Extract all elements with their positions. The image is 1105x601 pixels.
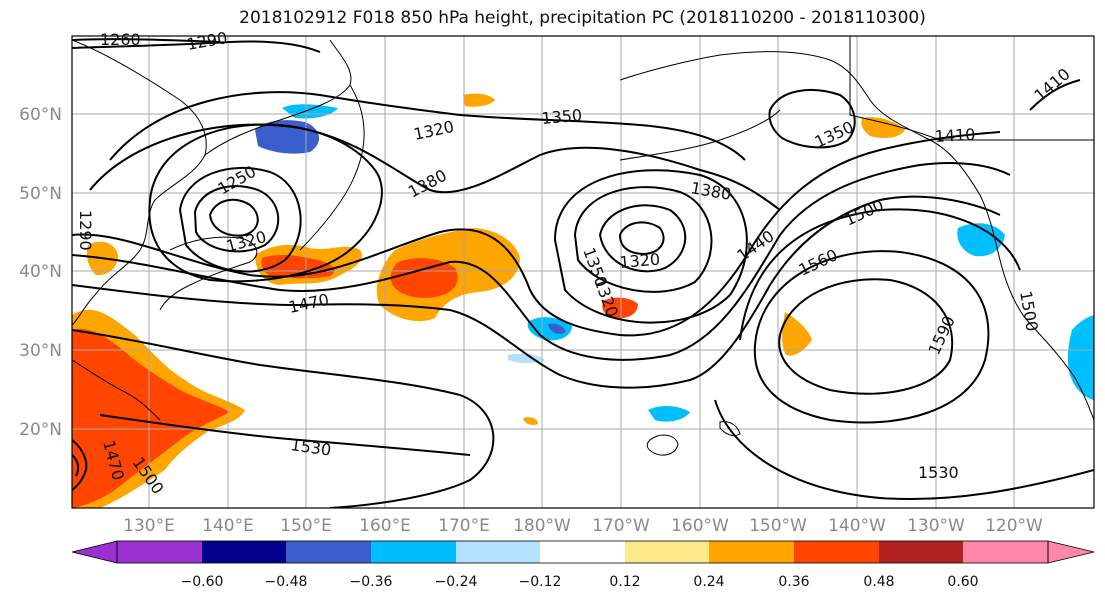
contour-west-edge-tight [72,439,88,491]
contour-low-east-2 [598,204,687,273]
contour-1350-band [109,91,746,161]
lon-label: 140°E [202,516,254,536]
lon-label: 150°E [280,516,332,536]
colorbar-bin [540,541,625,563]
precip-west-pacific-core [72,329,230,508]
precip-neg-mexico [1067,315,1094,400]
colorbar-bin [709,541,794,563]
coast-hawaii [646,434,679,456]
contour-label: 1260 [100,30,141,49]
precip-small-6 [523,417,538,425]
colorbar-tick-label: −0.48 [265,574,308,590]
contour-1320-west [148,123,383,283]
precip-neg-hawaii [648,406,690,422]
colorbar-bin [794,541,879,563]
colorbar-bin [456,541,540,563]
lat-label: 20°N [19,420,62,440]
colorbar-bin [371,541,456,563]
contour-label: 1320 [619,250,661,272]
colorbar-bin [202,541,286,563]
map-background [72,36,1094,508]
contour-1530-east [714,399,1094,501]
coast-east-asia-south [72,359,161,421]
precip-small-2 [782,312,812,356]
contour-1470-band [72,195,1001,389]
precip-small-4 [463,93,495,107]
lat-label: 60°N [19,105,62,125]
contour-label: 1290 [76,210,95,251]
precip-small-5 [861,117,905,138]
colorbar-tick-label: −0.12 [519,574,562,590]
contour-1380-band [89,123,781,211]
lat-label: 30°N [19,341,62,361]
contour-low-west-inner [208,198,259,237]
map-frame [71,35,1095,509]
colorbar-tick-label: −0.36 [350,574,393,590]
contour-label: 1350 [541,106,583,128]
colorbar-bin [625,541,709,563]
lon-label: 130°W [907,516,965,536]
lon-label: 140°W [828,516,886,536]
contour-1440-band [72,162,1011,361]
colorbar-bin [117,541,202,563]
contour-1260 [72,38,221,43]
lon-label: 160°W [671,516,729,536]
lon-label: 150°W [749,516,807,536]
coast-alaska [619,51,1094,421]
contour-1530 [99,414,471,456]
contour-label: 1530 [918,463,959,482]
precip-positive-fields [72,93,905,508]
contour-low-east-3 [573,186,713,293]
colorbar: −0.60 −0.48 −0.36 −0.24 −0.12 0.12 0.24 … [71,540,1095,590]
colorbar-bin [879,541,963,563]
colorbar-tick-label: 0.48 [863,574,894,590]
coast-hawaii-2 [719,421,741,437]
colorbar-bin [963,541,1048,563]
contour-1500-band [72,329,495,508]
coast-okhotsk [204,39,352,156]
contour-1350-alaska-low [768,89,856,149]
precip-neg-hawaii-core [548,323,566,334]
coast-asia [72,39,207,326]
contour-1410-alaska [1029,79,1081,111]
longitude-labels: 130°E 140°E 150°E 160°E 170°E 180°W 170°… [123,516,1043,536]
map-title: 2018102912 F018 850 hPa height, precipit… [239,8,926,28]
colorbar-tick-label: 0.12 [609,574,640,590]
precip-central-pacific-core [390,258,458,298]
colorbar-tick-label: −0.24 [435,574,478,590]
colorbar-tick-label: −0.60 [181,574,224,590]
coast-japan [159,236,258,311]
colorbar-max-extend [1047,540,1095,564]
graticule [72,36,1094,508]
colorbar-tick-label: 0.24 [693,574,724,590]
coast-kamchatka [299,84,365,251]
contour-1560-band [739,208,1021,341]
contour-low-east-4 [553,169,748,324]
lon-label: 130°E [123,516,175,536]
colorbar-min-extend [71,540,118,564]
lon-label: 170°E [438,516,490,536]
contour-low-west-mid [193,185,280,253]
contour-1290 [72,40,321,53]
lat-label: 40°N [19,262,62,282]
contour-low-east-1 [618,221,665,256]
precip-small-1 [602,297,638,319]
latitude-labels: 60°N 50°N 40°N 30°N 20°N [19,105,62,440]
contour-high-east-outer [753,250,990,424]
colorbar-bin [286,541,371,563]
lon-label: 160°E [359,516,411,536]
height-contours [72,38,1094,508]
contour-west-edge-tight-2 [72,454,80,477]
colorbar-outline [116,540,1049,564]
contour-high-east-inner [778,278,954,395]
lon-label: 170°W [592,516,650,536]
lon-label: 180°W [513,516,571,536]
colorbar-tick-label: 0.36 [778,574,809,590]
contour-1410-band [72,131,1001,337]
lat-label: 50°N [19,184,62,204]
contour-label: 1410 [934,125,976,146]
colorbar-tick-label: 0.60 [947,574,978,590]
lon-label: 120°W [985,516,1043,536]
